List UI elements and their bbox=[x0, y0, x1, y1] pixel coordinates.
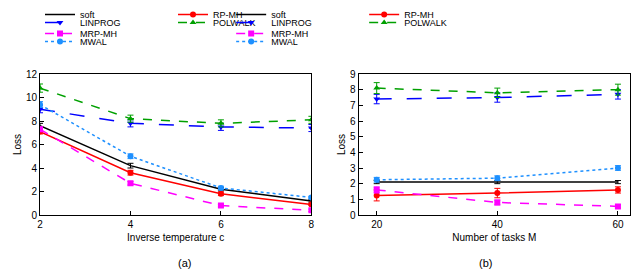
svg-text:6: 6 bbox=[31, 139, 37, 150]
svg-text:Inverse temperature c: Inverse temperature c bbox=[127, 232, 224, 243]
svg-text:2: 2 bbox=[37, 219, 43, 230]
svg-text:20: 20 bbox=[371, 219, 383, 230]
svg-text:Loss: Loss bbox=[336, 134, 347, 155]
svg-text:4: 4 bbox=[31, 163, 37, 174]
svg-text:2: 2 bbox=[350, 178, 356, 189]
svg-text:5: 5 bbox=[350, 131, 356, 142]
svg-text:soft: soft bbox=[271, 10, 286, 20]
svg-text:LINPROG: LINPROG bbox=[271, 18, 312, 28]
svg-text:60: 60 bbox=[612, 219, 624, 230]
svg-text:LINPROG: LINPROG bbox=[80, 18, 121, 28]
svg-text:3: 3 bbox=[350, 163, 356, 174]
svg-text:8: 8 bbox=[31, 116, 37, 127]
svg-text:MWAL: MWAL bbox=[80, 37, 107, 47]
svg-text:40: 40 bbox=[492, 219, 504, 230]
svg-text:0: 0 bbox=[350, 210, 356, 221]
svg-text:8: 8 bbox=[309, 219, 315, 230]
svg-text:6: 6 bbox=[350, 116, 356, 127]
svg-text:MRP-MH: MRP-MH bbox=[80, 29, 117, 39]
svg-text:9: 9 bbox=[350, 69, 356, 80]
svg-text:(b): (b) bbox=[479, 257, 492, 269]
svg-text:6: 6 bbox=[218, 219, 224, 230]
svg-text:RP-MH: RP-MH bbox=[404, 10, 434, 20]
svg-text:POLWALK: POLWALK bbox=[213, 18, 256, 28]
svg-text:12: 12 bbox=[26, 69, 38, 80]
svg-text:7: 7 bbox=[350, 100, 356, 111]
svg-text:4: 4 bbox=[350, 147, 356, 158]
svg-text:Number of tasks M: Number of tasks M bbox=[452, 232, 536, 243]
svg-text:2: 2 bbox=[31, 186, 37, 197]
svg-text:8: 8 bbox=[350, 84, 356, 95]
svg-text:4: 4 bbox=[128, 219, 134, 230]
svg-text:MRP-MH: MRP-MH bbox=[271, 29, 309, 39]
svg-text:MWAL: MWAL bbox=[271, 37, 298, 47]
svg-text:soft: soft bbox=[80, 10, 95, 20]
svg-text:Loss: Loss bbox=[12, 134, 23, 155]
svg-text:1: 1 bbox=[350, 194, 356, 205]
svg-text:0: 0 bbox=[31, 210, 37, 221]
svg-text:(a): (a) bbox=[178, 257, 191, 269]
svg-text:POLWALK: POLWALK bbox=[404, 18, 447, 28]
svg-text:10: 10 bbox=[26, 92, 38, 103]
